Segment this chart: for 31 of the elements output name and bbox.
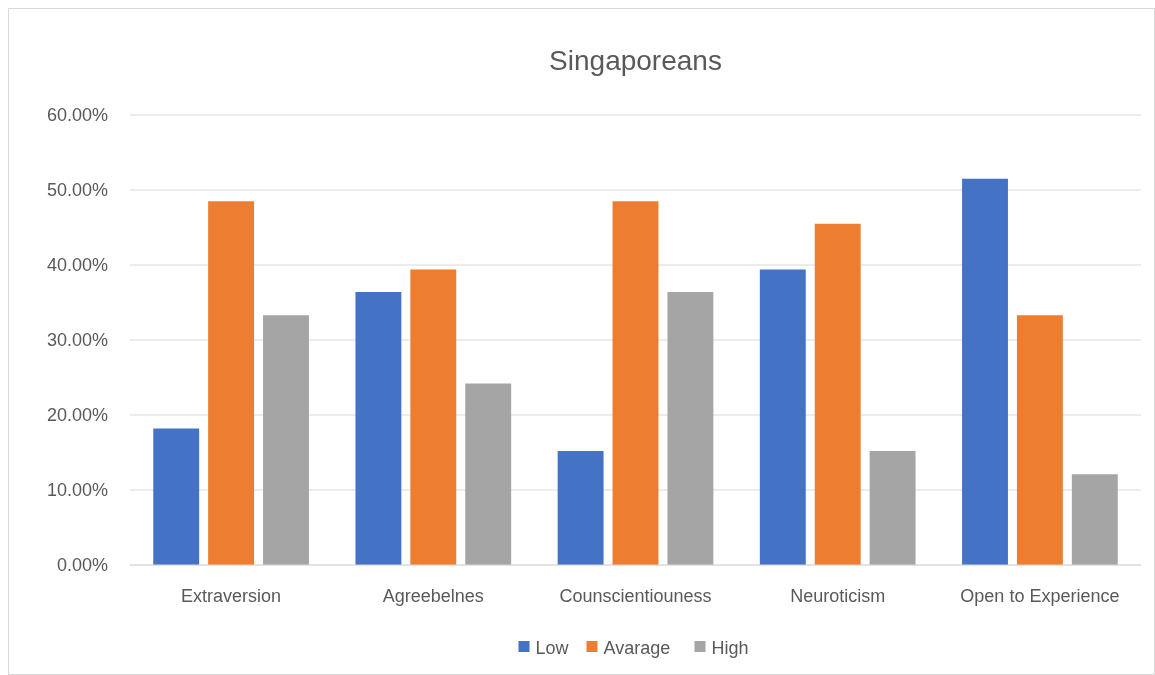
y-tick-label: 40.00% xyxy=(46,255,108,276)
bar xyxy=(557,451,604,565)
legend-label: Low xyxy=(535,638,570,659)
bar xyxy=(612,201,659,565)
y-tick-label: 30.00% xyxy=(46,330,108,351)
y-tick-label: 50.00% xyxy=(46,180,108,201)
bar xyxy=(355,292,402,565)
bar xyxy=(410,269,457,565)
bar xyxy=(962,178,1008,565)
x-tick-label: Extraversion xyxy=(181,586,282,606)
x-tick-label: Counscientiouness xyxy=(559,586,712,606)
legend-label: High xyxy=(711,638,749,659)
bar xyxy=(1016,315,1063,565)
bar xyxy=(759,269,806,565)
bar xyxy=(1071,474,1118,565)
legend-label: Avarage xyxy=(603,638,671,659)
bar xyxy=(814,223,861,565)
y-tick-label: 0.00% xyxy=(56,555,108,576)
bar xyxy=(263,315,309,565)
y-tick-label: 20.00% xyxy=(46,405,108,426)
x-tick-label: Neuroticism xyxy=(790,586,886,606)
y-tick-label: 10.00% xyxy=(46,480,108,501)
bar xyxy=(208,201,255,565)
bar xyxy=(153,428,200,565)
chart-title: Singaporeans xyxy=(549,45,722,76)
x-tick-label: Open to Experience xyxy=(960,586,1120,606)
x-tick-label: Agreebelnes xyxy=(382,586,484,606)
bar xyxy=(869,451,916,565)
bar xyxy=(465,383,512,565)
y-tick-label: 60.00% xyxy=(46,105,108,126)
bar xyxy=(667,292,714,565)
